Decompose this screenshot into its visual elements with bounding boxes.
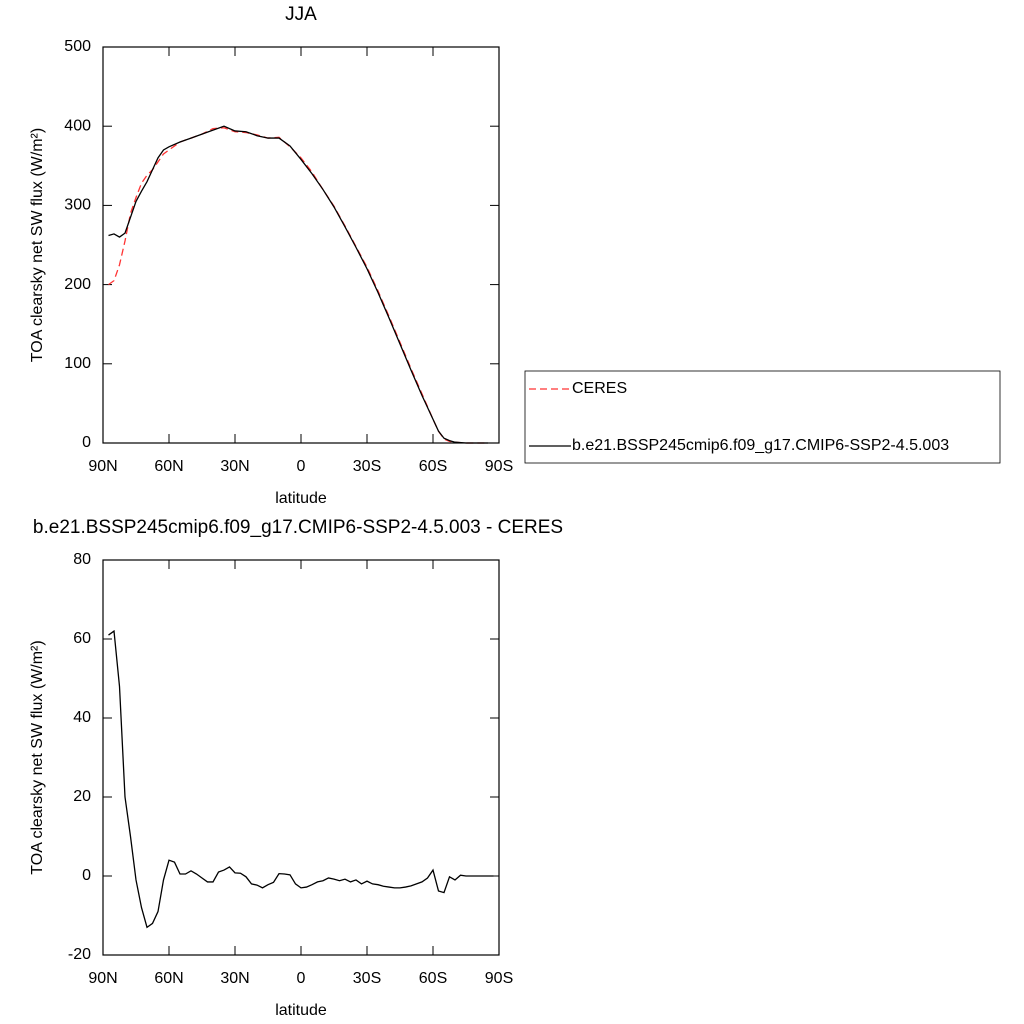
x-tick-label: 90N [88, 970, 117, 987]
x-tick-label: 0 [297, 970, 306, 987]
legend-label: b.e21.BSSP245cmip6.f09_g17.CMIP6-SSP2-4.… [572, 437, 949, 454]
chart-title: b.e21.BSSP245cmip6.f09_g17.CMIP6-SSP2-4.… [33, 517, 563, 538]
legend-label: CERES [572, 380, 627, 397]
x-axis-label: latitude [275, 1002, 327, 1019]
y-tick-label: 200 [64, 276, 91, 293]
series-line [108, 629, 494, 929]
y-axis-label: TOA clearsky net SW flux (W/m²) [29, 640, 46, 874]
y-tick-label: 0 [82, 867, 91, 884]
y-tick-label: -20 [68, 946, 91, 963]
y-tick-label: 400 [64, 117, 91, 134]
x-tick-label: 0 [297, 458, 306, 475]
y-tick-label: 100 [64, 355, 91, 372]
x-axis-label: latitude [275, 490, 327, 507]
x-tick-label: 30N [220, 458, 249, 475]
y-tick-label: 500 [64, 38, 91, 55]
y-tick-label: 80 [73, 551, 91, 568]
x-tick-label: 90S [485, 458, 513, 475]
y-tick-label: 40 [73, 709, 91, 726]
y-tick-label: 20 [73, 788, 91, 805]
x-tick-label: 60N [154, 970, 183, 987]
x-tick-label: 30S [353, 970, 381, 987]
x-tick-label: 60N [154, 458, 183, 475]
y-tick-label: 60 [73, 630, 91, 647]
plot-frame [102, 46, 500, 444]
x-tick-label: 90N [88, 458, 117, 475]
plot-frame [102, 559, 500, 956]
x-tick-label: 60S [419, 970, 447, 987]
x-tick-label: 30S [353, 458, 381, 475]
y-axis-label: TOA clearsky net SW flux (W/m²) [29, 128, 46, 362]
legend-box [524, 370, 1001, 464]
series-line [108, 127, 488, 444]
x-tick-label: 60S [419, 458, 447, 475]
series-line [108, 125, 488, 444]
chart-title: JJA [285, 4, 317, 25]
y-tick-label: 0 [82, 434, 91, 451]
y-tick-label: 300 [64, 197, 91, 214]
x-tick-label: 30N [220, 970, 249, 987]
x-tick-label: 90S [485, 970, 513, 987]
